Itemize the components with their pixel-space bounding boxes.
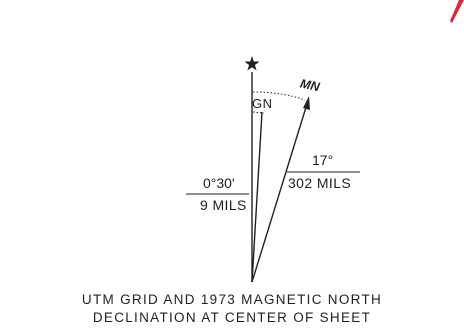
- star-icon: [244, 56, 260, 71]
- grid-north-line: [251, 111, 263, 283]
- caption-line-1: UTM GRID AND 1973 MAGNETIC NORTH: [81, 292, 383, 307]
- magnetic-north-line: [251, 103, 308, 283]
- caption-line-2: DECLINATION AT CENTER OF SHEET: [92, 310, 372, 325]
- corner-mark-icon: [450, 0, 464, 23]
- mn-label: MN: [299, 77, 322, 95]
- gn-angle-text: 0°30': [203, 175, 235, 191]
- mn-mils-text: 302 MILS: [288, 175, 351, 191]
- mn-angle-text: 17°: [312, 152, 333, 168]
- gn-mils-text: 9 MILS: [200, 197, 247, 213]
- magnetic-north-arrowhead: [303, 96, 310, 110]
- mn-declination-arc: [252, 91, 306, 101]
- gn-label: GN: [252, 96, 273, 111]
